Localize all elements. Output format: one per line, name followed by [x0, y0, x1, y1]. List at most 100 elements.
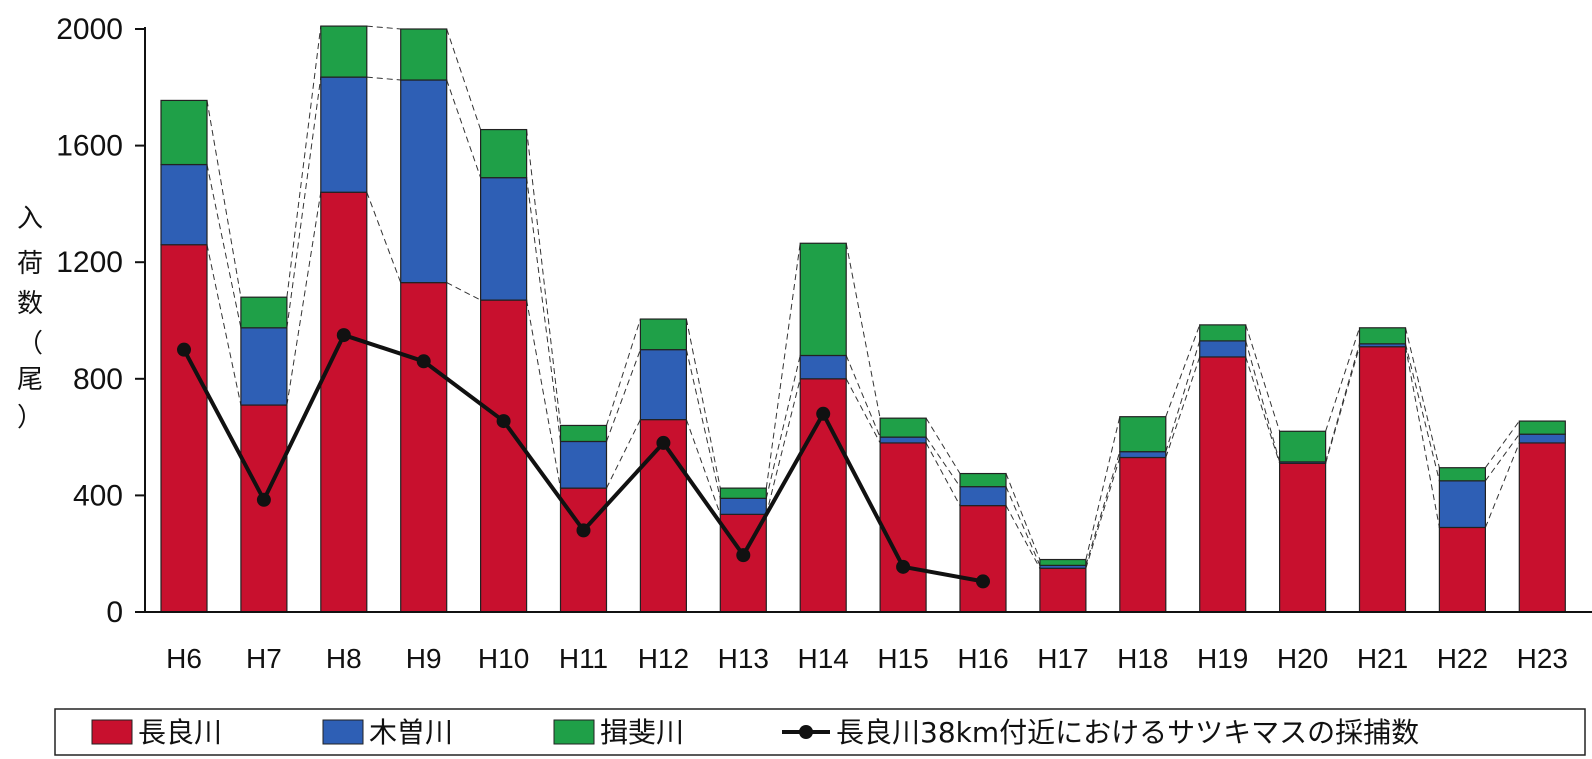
x-tick-label: H6 — [166, 643, 202, 674]
bar-segment-3-H6 — [160, 99, 208, 166]
bar-segment-3-H14 — [799, 242, 847, 357]
y-axis-label-char: 荷 — [17, 249, 43, 279]
bar-segment-3-H15 — [879, 417, 927, 438]
y-axis-label-char: （ — [17, 329, 43, 359]
bar-segment-2-H19 — [1199, 340, 1247, 358]
x-tick-label: H18 — [1117, 643, 1168, 674]
catch-point — [896, 559, 911, 574]
bar-segment-1-H21 — [1358, 346, 1407, 613]
y-tick-label: 1200 — [56, 246, 123, 279]
bar-segment-3-H18 — [1119, 416, 1167, 453]
connector-line — [1484, 433, 1520, 482]
connector-line — [765, 355, 801, 499]
bar-segment-2-H14 — [799, 354, 847, 380]
connector-line — [1405, 327, 1440, 468]
connector-line — [1165, 340, 1201, 452]
bar-segment-1-H6 — [160, 244, 208, 613]
bar-segment-3-H7 — [240, 296, 288, 329]
bar-segment-3-H9 — [400, 28, 448, 81]
x-tick-label: H17 — [1037, 643, 1088, 674]
bar-segment-2-H22 — [1438, 480, 1487, 529]
catch-point — [976, 574, 990, 589]
x-tick-label: H22 — [1437, 643, 1488, 674]
catch-line — [177, 328, 990, 589]
connector-line — [765, 378, 801, 515]
catch-point — [336, 328, 351, 343]
legend-label-line: 長良川38km付近におけるサツキマスの採捕数 — [836, 716, 1419, 749]
x-tick-label: H7 — [246, 643, 282, 674]
y-axis: 0 400 800 1200 1600 2000 — [56, 13, 146, 629]
connector-line — [526, 300, 561, 489]
connector-line — [925, 436, 961, 487]
connector-line — [1165, 356, 1201, 458]
bar-segment-1-H18 — [1119, 456, 1167, 613]
y-tick-label: 1600 — [56, 130, 123, 163]
connector-line — [446, 79, 482, 178]
connector-line — [1405, 346, 1440, 528]
bar-segment-1-H23 — [1518, 442, 1566, 613]
connector-line — [1245, 324, 1281, 432]
bar-segment-3-H16 — [959, 472, 1007, 488]
x-axis: H6 H7 H8 H9 H10 H11 H12 H13 H14 H15 H16 H17 H18 H19 H2… — [145, 611, 1592, 674]
bar-segment-2-H11 — [559, 440, 608, 489]
bar-segment-1-H9 — [400, 282, 448, 613]
bar-segment-1-H20 — [1278, 462, 1327, 613]
bar-segment-2-H9 — [400, 79, 448, 284]
x-tick-label: H8 — [326, 643, 362, 674]
bar-segment-1-H16 — [959, 505, 1007, 613]
bar-segment-3-H17 — [1039, 558, 1087, 566]
bar-segment-2-H10 — [480, 177, 528, 301]
x-tick-label: H12 — [638, 643, 689, 674]
catch-point — [656, 435, 671, 450]
x-tick-label: H15 — [877, 643, 928, 674]
connector-line — [606, 318, 641, 426]
connector-line — [1165, 324, 1201, 417]
connector-line — [1325, 346, 1360, 464]
connector-line — [1325, 327, 1360, 432]
connector-line — [446, 282, 481, 301]
bar-segment-3-H22 — [1438, 467, 1487, 482]
connector-line — [1085, 416, 1121, 560]
bar-segment-3-H12 — [639, 318, 688, 351]
legend-swatch-2 — [322, 719, 364, 745]
x-tick-label: H23 — [1517, 643, 1568, 674]
bar-segment-2-H13 — [719, 497, 767, 515]
connector-line — [1325, 343, 1360, 463]
bar-segment-2-H7 — [240, 327, 288, 406]
bar-segment-2-H6 — [160, 163, 208, 246]
connector-line — [206, 100, 242, 298]
legend-swatch-1 — [91, 719, 133, 745]
legend-label-2: 木曽川 — [369, 716, 453, 749]
bar-segment-3-H13 — [719, 487, 767, 499]
bar-segment-2-H16 — [959, 486, 1007, 507]
bar-segment-3-H20 — [1278, 430, 1327, 463]
bar-segment-2-H15 — [879, 436, 927, 444]
x-tick-label: H11 — [559, 643, 608, 674]
connector-line — [765, 243, 801, 489]
bar-segment-2-H12 — [639, 349, 688, 421]
y-tick-label: 400 — [73, 479, 123, 512]
catch-point — [736, 548, 751, 563]
bar-segment-1-H17 — [1039, 567, 1087, 613]
bar-segment-3-H11 — [559, 424, 608, 443]
connector-line — [1005, 505, 1041, 569]
bars — [160, 25, 1566, 613]
bar-segment-1-H12 — [639, 419, 688, 613]
connector-line — [206, 164, 242, 328]
connector-line — [1484, 442, 1520, 528]
bar-segment-2-H18 — [1119, 451, 1167, 459]
legend-line-marker — [799, 725, 813, 739]
bar-segment-2-H8 — [320, 76, 368, 193]
connector-line — [1245, 356, 1281, 464]
connector-line — [1085, 451, 1121, 566]
connector-line — [845, 378, 881, 444]
y-axis-label-char: 尾 — [17, 365, 43, 395]
connector-line — [446, 28, 482, 130]
x-tick-label: H20 — [1277, 643, 1328, 674]
y-tick-label: 0 — [106, 596, 123, 629]
y-axis-label-char: 入 — [17, 204, 43, 234]
connector-line — [685, 419, 721, 515]
connector-line — [845, 355, 881, 438]
legend-label-1: 長良川 — [138, 716, 222, 749]
